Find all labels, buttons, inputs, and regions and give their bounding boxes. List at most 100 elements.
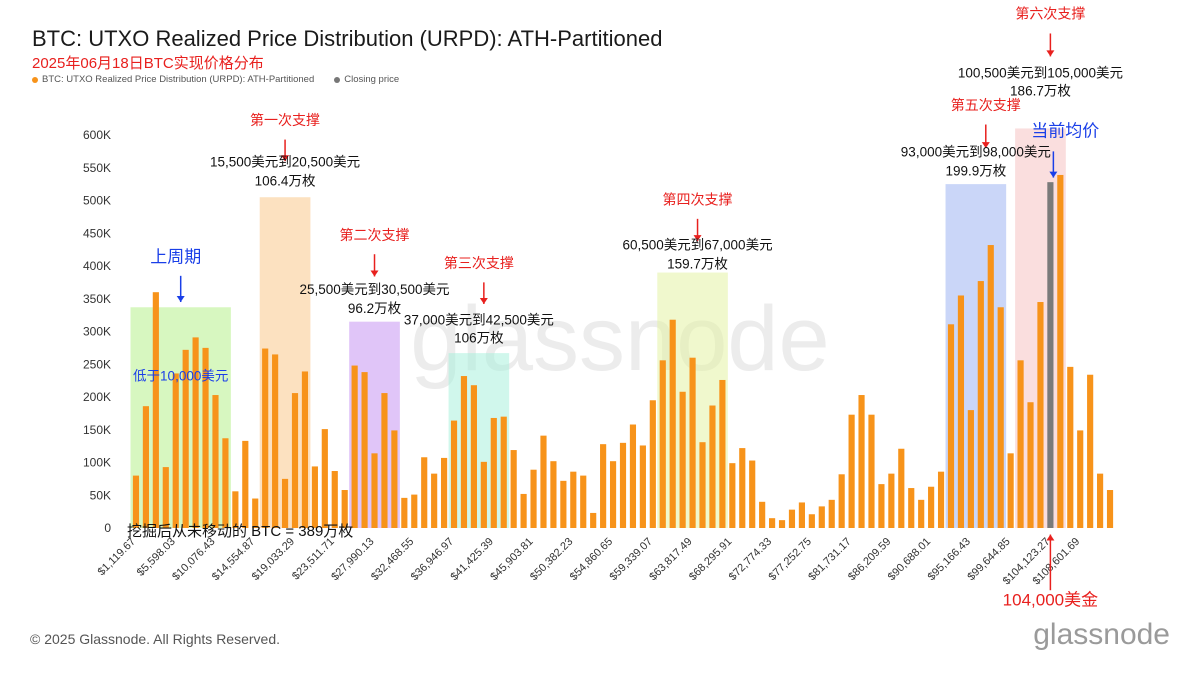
bar [172, 373, 179, 528]
bar [977, 281, 984, 528]
bar [341, 490, 348, 528]
legend-dot-closing-price [334, 76, 341, 83]
bar [838, 474, 845, 528]
y-tick-label-7: 350K [83, 292, 111, 306]
chart-title: BTC: UTXO Realized Price Distribution (U… [32, 26, 663, 51]
y-tick-label-9: 450K [83, 226, 111, 240]
bar [1106, 490, 1114, 528]
bar [401, 497, 408, 528]
bar [202, 347, 209, 528]
bar [381, 393, 388, 528]
annotation-arrowhead-1 [370, 270, 379, 277]
legend-label-urpd: BTC: UTXO Realized Price Distribution (U… [42, 74, 315, 85]
bar [162, 467, 169, 528]
bar [600, 444, 607, 528]
annotation-22: 104,000美金 [1003, 590, 1098, 609]
bar [411, 494, 418, 528]
bar [431, 473, 438, 528]
bar [441, 457, 448, 528]
bar [520, 493, 527, 528]
bar [530, 469, 537, 528]
bar [957, 295, 965, 528]
bar [679, 391, 686, 528]
bar [689, 357, 696, 528]
annotation-7: 37,000美元到42,500美元 [404, 312, 554, 327]
glassnode-logo: glassnode [1033, 618, 1170, 651]
bar [500, 416, 507, 528]
bar [142, 406, 149, 528]
annotation-11: 159.7万枚 [667, 257, 728, 272]
legend-item-closing-price[interactable]: Closing price [334, 74, 399, 85]
bar [1027, 402, 1034, 528]
closing-price-bar [1047, 182, 1054, 528]
bar [301, 371, 309, 528]
region-5 [945, 184, 1007, 528]
annotation-18: 当前均价 [1031, 121, 1099, 140]
legend-dot-urpd [32, 76, 38, 83]
bar [1077, 430, 1084, 528]
y-tick-label-6: 300K [83, 325, 111, 339]
bar [609, 461, 617, 528]
y-tick-label-11: 550K [83, 161, 111, 175]
bar [1057, 174, 1064, 528]
annotation-2: 106.4万枚 [255, 173, 316, 188]
annotation-17: 186.7万枚 [1010, 84, 1071, 99]
y-tick-label-8: 400K [83, 259, 111, 273]
bar [848, 414, 855, 528]
bar [550, 461, 557, 528]
bar [1087, 374, 1094, 528]
bar [1007, 453, 1014, 528]
annotation-14: 199.9万枚 [945, 164, 1006, 179]
chart-subtitle: 2025年06月18日BTC实现价格分布 [32, 55, 264, 72]
annotation-21: 挖掘后从未移动的 BTC = 389万枚 [127, 523, 353, 540]
bar [699, 442, 706, 528]
bar [878, 484, 885, 528]
y-tick-label-1: 50K [90, 488, 111, 502]
annotation-arrowhead-5 [1046, 50, 1055, 57]
bar [669, 319, 676, 528]
legend-label-closing-price: Closing price [344, 74, 400, 85]
bar [888, 473, 895, 528]
bar [540, 435, 547, 528]
bar [331, 471, 338, 528]
annotation-arrowhead-7 [1049, 171, 1058, 178]
annotation-arrowhead-2 [479, 297, 488, 304]
bar [480, 461, 487, 528]
annotation-4: 25,500美元到30,500美元 [299, 282, 449, 297]
bar [818, 506, 825, 528]
bar [182, 349, 189, 528]
bar [769, 518, 776, 528]
bar [570, 471, 577, 528]
annotation-0: 第一次支撑 [250, 112, 320, 128]
annotation-arrowhead-0 [281, 155, 290, 162]
annotation-8: 106万枚 [454, 331, 504, 346]
bar [967, 410, 974, 528]
annotation-13: 93,000美元到98,000美元 [901, 145, 1051, 160]
annotation-9: 第四次支撑 [663, 191, 733, 207]
annotation-arrowhead-3 [693, 235, 702, 242]
bar [828, 499, 835, 528]
y-tick-label-5: 250K [83, 357, 111, 371]
y-tick-label-2: 100K [83, 456, 111, 470]
x-tick-label-4: $19,033.29 [250, 536, 297, 583]
bar [421, 457, 428, 528]
bar [232, 491, 239, 528]
legend-item-urpd[interactable]: BTC: UTXO Realized Price Distribution (U… [32, 74, 314, 85]
annotation-arrowhead-8 [1046, 534, 1055, 541]
bar [649, 400, 656, 528]
bar [460, 376, 468, 528]
bar [639, 445, 646, 528]
bar [560, 480, 567, 528]
y-tick-label-4: 200K [83, 390, 111, 404]
bar [1017, 360, 1024, 528]
annotation-19: 上周期 [150, 248, 201, 267]
bar [272, 354, 279, 528]
bar [778, 520, 786, 528]
bar [659, 360, 666, 528]
y-tick-label-3: 150K [83, 423, 111, 437]
bar [361, 372, 368, 528]
annotation-12: 第五次支撑 [951, 97, 1021, 113]
bar [908, 488, 915, 528]
bar [242, 440, 249, 528]
